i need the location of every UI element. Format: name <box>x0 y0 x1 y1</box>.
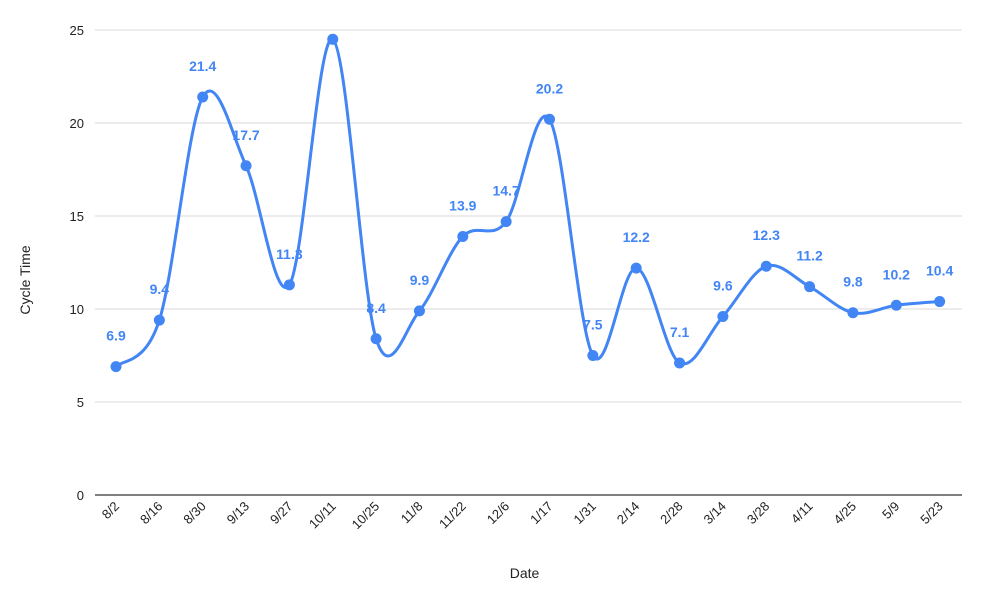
x-axis-title: Date <box>510 565 540 581</box>
data-label: 20.2 <box>536 80 563 96</box>
data-point <box>717 310 729 322</box>
data-label: 11.3 <box>276 246 303 262</box>
x-tick-label: 4/25 <box>831 499 860 528</box>
x-tick-label: 10/25 <box>349 499 383 533</box>
data-point <box>110 361 122 373</box>
x-tick-label: 11/8 <box>398 499 426 527</box>
data-label: 9.9 <box>410 272 430 288</box>
x-tick-label: 3/14 <box>701 499 730 528</box>
x-tick-label: 1/31 <box>570 499 599 528</box>
data-label: 7.5 <box>583 317 603 333</box>
data-point <box>327 33 339 45</box>
data-point <box>197 91 209 103</box>
y-axis-ticks: 0 5 10 15 20 25 <box>70 23 84 503</box>
data-label: 11.2 <box>796 248 823 264</box>
x-tick-label: 8/30 <box>180 499 209 528</box>
data-label: 12.2 <box>623 229 650 245</box>
x-tick-label: 12/6 <box>484 499 513 528</box>
x-tick-label: 2/28 <box>657 499 686 528</box>
x-tick-label: 4/11 <box>788 499 816 527</box>
x-tick-label: 9/27 <box>267 499 296 528</box>
data-label: 6.9 <box>106 328 126 344</box>
data-points <box>110 33 946 373</box>
data-label: 21.4 <box>189 58 216 74</box>
y-tick-label: 15 <box>70 209 84 224</box>
x-tick-label: 8/2 <box>99 499 122 522</box>
y-tick-label: 10 <box>70 302 84 317</box>
series-line <box>114 37 940 368</box>
data-label: 10.2 <box>883 266 910 282</box>
data-point <box>934 296 946 308</box>
x-tick-label: 5/9 <box>879 499 902 522</box>
x-tick-label: 5/23 <box>917 499 946 528</box>
data-label: 9.4 <box>150 281 170 297</box>
x-tick-label: 1/17 <box>527 499 556 528</box>
x-tick-label: 11/22 <box>436 499 469 532</box>
data-point <box>283 279 295 291</box>
data-label: 14.7 <box>493 183 520 199</box>
data-point <box>674 357 686 369</box>
x-tick-label: 3/28 <box>744 499 773 528</box>
data-point <box>804 281 816 293</box>
data-point <box>500 216 512 228</box>
data-labels: 6.9 9.4 21.4 17.7 11.3 8.4 9.9 13.9 14.7 20.2 7.5 1… <box>106 58 953 344</box>
x-axis-ticks: 8/2 8/16 8/30 9/13 9/27 10/11 10/25 11/8 11/22 12… <box>99 499 946 533</box>
data-label: 9.6 <box>713 277 733 293</box>
data-point <box>630 262 642 274</box>
data-label: 12.3 <box>753 227 780 243</box>
x-tick-label: 8/16 <box>137 499 166 528</box>
data-point <box>413 305 425 317</box>
data-point <box>847 307 859 319</box>
data-label: 13.9 <box>449 197 476 213</box>
y-tick-label: 5 <box>77 395 84 410</box>
data-label: 7.1 <box>670 324 690 340</box>
data-point <box>587 350 599 361</box>
data-point <box>760 260 772 272</box>
y-tick-label: 0 <box>77 488 84 503</box>
x-tick-label: 2/14 <box>614 499 643 528</box>
data-point <box>544 113 555 125</box>
gridlines <box>95 29 962 403</box>
data-point <box>240 160 252 172</box>
x-tick-label: 9/13 <box>224 499 253 528</box>
data-label: 17.7 <box>232 127 259 143</box>
data-label: 8.4 <box>366 300 386 316</box>
y-tick-label: 25 <box>70 23 84 38</box>
data-label: 10.4 <box>926 263 953 279</box>
data-point <box>153 314 165 326</box>
y-axis-title: Cycle Time <box>17 245 33 314</box>
data-point <box>457 230 469 242</box>
data-label: 9.8 <box>843 274 863 290</box>
data-point <box>370 333 382 345</box>
y-tick-label: 20 <box>70 116 84 131</box>
data-point <box>890 299 902 311</box>
x-tick-label: 10/11 <box>306 499 339 532</box>
